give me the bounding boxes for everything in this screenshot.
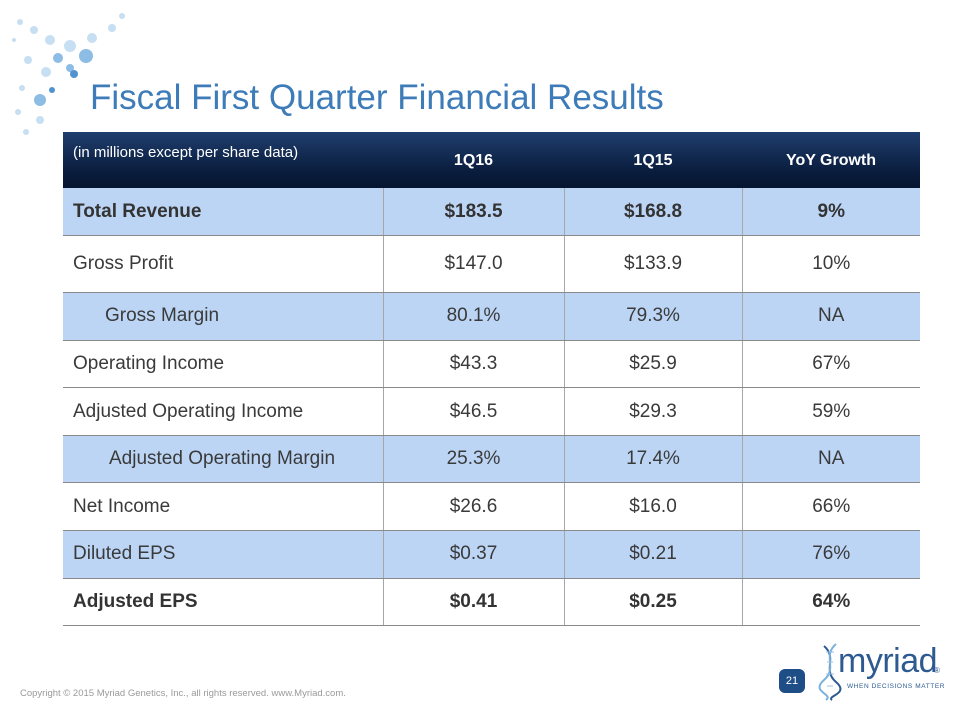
cell-yoy: 59% (741, 387, 920, 436)
table-row-adjusted-eps: Adjusted EPS $0.41 $0.25 64% (63, 578, 920, 627)
cell-1q16: $43.3 (382, 340, 564, 389)
cell-yoy: 9% (741, 188, 920, 237)
cell-1q16: $46.5 (382, 387, 564, 436)
cell-1q15: 79.3% (563, 292, 742, 341)
cell-1q15: $168.8 (563, 188, 742, 237)
logo-wordmark: myriad (838, 642, 938, 680)
column-header-1q16: 1Q16 (453, 152, 494, 169)
units-note: (in millions except per share data) (73, 144, 299, 161)
table-row-operating-income: Operating Income $43.3 $25.9 67% (63, 340, 920, 389)
cell-1q16: $26.6 (382, 482, 564, 532)
cell-yoy: 67% (741, 340, 920, 389)
decorative-dots (12, 13, 125, 135)
myriad-logo-helix-icon (818, 643, 842, 701)
column-header-1q15: 1Q15 (633, 152, 673, 169)
row-label: Total Revenue (63, 188, 383, 237)
row-label: Gross Profit (63, 235, 383, 294)
table-row-adjusted-operating-margin: Adjusted Operating Margin 25.3% 17.4% NA (63, 435, 920, 484)
cell-1q15: 17.4% (563, 435, 742, 484)
page-title: Fiscal First Quarter Financial Results (90, 78, 664, 117)
financial-results-table: (in millions except per share data) 1Q16… (63, 132, 920, 627)
row-label: Adjusted Operating Margin (63, 435, 383, 484)
table-row-gross-profit: Gross Profit $147.0 $133.9 10% (63, 235, 920, 294)
cell-1q16: $183.5 (382, 188, 564, 237)
cell-1q15: $133.9 (563, 235, 742, 294)
table-row-net-income: Net Income $26.6 $16.0 66% (63, 482, 920, 532)
cell-yoy: 64% (741, 578, 920, 627)
logo-registered-mark: ® (934, 666, 940, 675)
cell-yoy: NA (741, 292, 920, 341)
cell-1q15: $16.0 (563, 482, 742, 532)
cell-yoy: 66% (741, 482, 920, 532)
cell-yoy: 10% (741, 235, 920, 294)
row-label: Adjusted EPS (63, 578, 383, 627)
row-label: Operating Income (63, 340, 383, 389)
copyright-footer: Copyright © 2015 Myriad Genetics, Inc., … (20, 688, 346, 699)
cell-1q16: $0.37 (382, 530, 564, 579)
table-row-adjusted-operating-income: Adjusted Operating Income $46.5 $29.3 59… (63, 387, 920, 436)
cell-yoy: NA (741, 435, 920, 484)
page-number-badge: 21 (779, 669, 805, 693)
row-label: Diluted EPS (63, 530, 383, 579)
cell-yoy: 76% (741, 530, 920, 579)
cell-1q15: $0.25 (563, 578, 742, 627)
row-label: Adjusted Operating Income (63, 387, 383, 436)
column-header-yoy-growth: YoY Growth (785, 152, 877, 169)
cell-1q15: $29.3 (563, 387, 742, 436)
logo-tagline: WHEN DECISIONS MATTER (847, 683, 946, 690)
cell-1q15: $0.21 (563, 530, 742, 579)
cell-1q15: $25.9 (563, 340, 742, 389)
cell-1q16: $147.0 (382, 235, 564, 294)
table-row-gross-margin: Gross Margin 80.1% 79.3% NA (63, 292, 920, 341)
cell-1q16: 80.1% (382, 292, 564, 341)
table-row-diluted-eps: Diluted EPS $0.37 $0.21 76% (63, 530, 920, 579)
row-label: Net Income (63, 482, 383, 532)
cell-1q16: 25.3% (382, 435, 564, 484)
table-header-row: (in millions except per share data) 1Q16… (63, 132, 920, 188)
table-row-total-revenue: Total Revenue $183.5 $168.8 9% (63, 188, 920, 237)
cell-1q16: $0.41 (382, 578, 564, 627)
row-label: Gross Margin (63, 292, 383, 341)
